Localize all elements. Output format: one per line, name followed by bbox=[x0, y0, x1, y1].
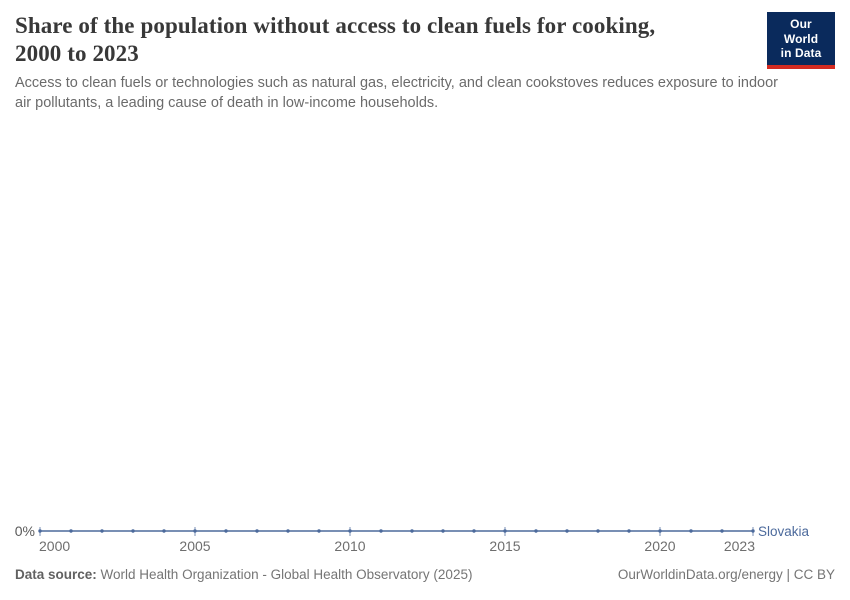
data-point[interactable] bbox=[751, 529, 755, 533]
chart-subtitle: Access to clean fuels or technologies su… bbox=[15, 75, 779, 111]
owid-logo-line2: in Data bbox=[780, 46, 822, 61]
data-point[interactable] bbox=[131, 529, 135, 533]
data-source-text: World Health Organization - Global Healt… bbox=[96, 567, 473, 582]
data-point[interactable] bbox=[348, 529, 352, 533]
owid-logo-line1: Our World bbox=[783, 17, 819, 46]
license-note: OurWorldinData.org/energy | CC BY bbox=[617, 567, 835, 582]
data-point[interactable] bbox=[658, 529, 662, 533]
chart-title-line2: 2000 to 2023 bbox=[15, 41, 139, 67]
data-point[interactable] bbox=[503, 529, 507, 533]
data-point[interactable] bbox=[441, 529, 445, 533]
data-point[interactable] bbox=[193, 529, 197, 533]
entity-label-slovakia[interactable]: Slovakia bbox=[758, 524, 810, 539]
x-axis-tick-label: 2015 bbox=[489, 538, 520, 554]
data-point[interactable] bbox=[38, 529, 42, 533]
data-point[interactable] bbox=[286, 529, 290, 533]
x-axis-tick-label: 2000 bbox=[39, 538, 70, 554]
data-point[interactable] bbox=[534, 529, 538, 533]
x-axis-tick-label: 2023 bbox=[724, 538, 755, 554]
y-axis-zero-label: 0% bbox=[15, 523, 35, 539]
chart-title: Share of the population without access t… bbox=[15, 12, 655, 68]
data-point[interactable] bbox=[162, 529, 166, 533]
data-point[interactable] bbox=[69, 529, 73, 533]
chart-footer: Data source: World Health Organization -… bbox=[15, 567, 835, 582]
data-point[interactable] bbox=[317, 529, 321, 533]
data-point[interactable] bbox=[627, 529, 631, 533]
data-source-note: Data source: World Health Organization -… bbox=[15, 567, 472, 582]
data-point[interactable] bbox=[565, 529, 569, 533]
owid-logo: Our World in Data bbox=[767, 12, 835, 69]
data-point[interactable] bbox=[255, 529, 259, 533]
x-axis-tick-label: 2010 bbox=[334, 538, 365, 554]
chart-plot: 2000 2005 2010 2015 2020 2023 bbox=[38, 527, 755, 554]
data-point[interactable] bbox=[689, 529, 693, 533]
data-point[interactable] bbox=[379, 529, 383, 533]
chart-title-line1: Share of the population without access t… bbox=[15, 13, 656, 38]
data-point[interactable] bbox=[596, 529, 600, 533]
data-point[interactable] bbox=[100, 529, 104, 533]
data-point[interactable] bbox=[410, 529, 414, 533]
data-point[interactable] bbox=[472, 529, 476, 533]
x-axis-tick-label: 2005 bbox=[179, 538, 210, 554]
x-axis-tick-label: 2020 bbox=[644, 538, 675, 554]
data-point[interactable] bbox=[224, 529, 228, 533]
chart-svg[interactable]: 0% 2000 2005 2010 2015 2020 2023 Slovakia bbox=[0, 500, 850, 560]
data-source-label: Data source: bbox=[15, 567, 97, 582]
data-point[interactable] bbox=[720, 529, 724, 533]
